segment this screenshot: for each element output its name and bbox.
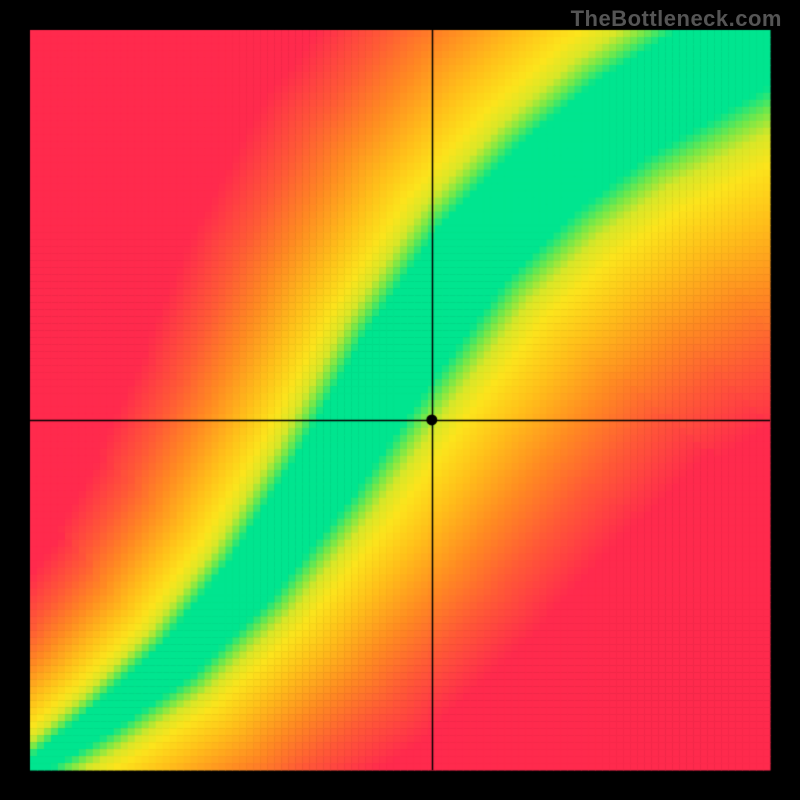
bottleneck-heatmap <box>0 0 800 800</box>
attribution-text: TheBottleneck.com <box>571 6 782 32</box>
